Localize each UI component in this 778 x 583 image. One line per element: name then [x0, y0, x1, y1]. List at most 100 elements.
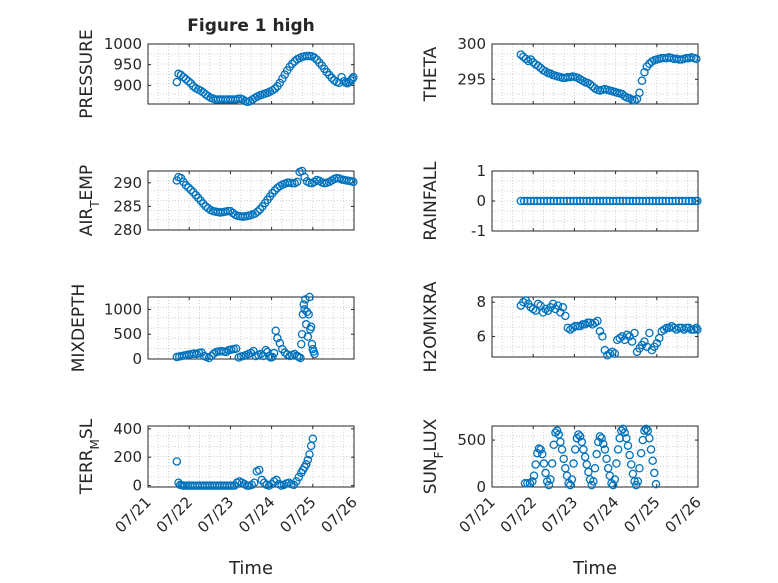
data-point — [303, 455, 313, 465]
data-point — [287, 179, 297, 188]
data-point — [627, 460, 636, 469]
data-point — [692, 323, 701, 333]
data-point — [546, 475, 555, 484]
data-point — [287, 59, 297, 69]
data-point — [519, 52, 528, 61]
data-point — [633, 477, 643, 486]
data-point — [280, 70, 290, 79]
y-tick-label: 1000 — [104, 300, 142, 318]
data-point — [557, 445, 567, 454]
data-point — [589, 477, 598, 486]
data-point — [640, 337, 649, 346]
data-point — [539, 459, 549, 468]
data-point — [687, 325, 696, 334]
data-point — [659, 325, 669, 334]
data-point — [247, 480, 257, 490]
data-point — [186, 185, 196, 195]
data-point — [602, 454, 611, 464]
data-point — [310, 53, 319, 62]
axes-box-h2omixra — [491, 296, 699, 358]
data-point — [567, 475, 577, 484]
data-point — [268, 352, 277, 362]
data-point — [349, 72, 358, 82]
data-point — [558, 303, 568, 312]
axes-box-air_temp — [147, 170, 355, 231]
panel-mixdepth: 0 500 1000 MIXDEPTH — [69, 284, 355, 373]
data-point — [349, 177, 358, 187]
data-point — [645, 328, 654, 338]
data-point — [605, 349, 615, 358]
data-point — [253, 207, 262, 216]
axes-box-theta — [491, 43, 699, 105]
data-point — [300, 305, 309, 314]
data-point — [538, 449, 547, 459]
data-point — [225, 481, 234, 490]
data-point — [337, 72, 346, 82]
data-point — [590, 463, 600, 473]
data-point — [272, 475, 281, 485]
y-tick-label: 950 — [113, 56, 142, 74]
data-point — [531, 460, 540, 469]
data-point — [692, 54, 701, 64]
data-point — [597, 433, 606, 443]
y-tick-label: 295 — [457, 70, 486, 88]
data-point — [635, 463, 644, 473]
data-point — [613, 445, 623, 454]
y-axis-label: RAINFALL — [421, 161, 441, 241]
y-tick-label: 1000 — [104, 35, 142, 53]
x-axis-label-left: Time — [228, 558, 273, 579]
y-tick-label: 300 — [457, 35, 486, 53]
y-axis-label: SUNFLUX — [421, 418, 446, 494]
data-point — [625, 450, 634, 460]
data-point — [646, 445, 656, 454]
data-point — [172, 457, 182, 466]
data-point — [301, 460, 311, 469]
data-point — [204, 353, 214, 363]
data-point — [635, 88, 644, 97]
data-point — [536, 445, 545, 454]
y-axis-label: MIXDEPTH — [69, 284, 89, 373]
y-tick-label: 1 — [476, 162, 486, 180]
data-point — [574, 430, 583, 439]
data-point — [327, 73, 337, 83]
data-point — [610, 349, 620, 358]
data-point — [570, 445, 580, 454]
data-point — [623, 441, 633, 450]
data-point — [541, 304, 550, 314]
data-point — [223, 206, 233, 216]
x-axis-label-right: Time — [572, 558, 617, 579]
data-point — [242, 481, 252, 490]
y-tick-label: 500 — [113, 325, 142, 343]
data-point — [689, 325, 699, 334]
panel-air_temp: 280 285 290 AIRTEMP — [77, 165, 358, 239]
data-point — [278, 74, 287, 84]
data-point — [296, 353, 305, 363]
data-point — [292, 477, 301, 486]
data-point — [292, 177, 302, 187]
data-point — [600, 445, 610, 454]
y-axis-label: THETA — [421, 46, 441, 102]
data-point — [651, 479, 661, 489]
data-point — [595, 327, 605, 336]
data-point — [181, 180, 191, 190]
panel-rainfall: -1 0 1 RAINFALL — [421, 161, 702, 241]
data-point — [548, 299, 558, 309]
data-point — [181, 74, 191, 84]
data-point — [637, 76, 647, 85]
data-point — [523, 478, 532, 488]
data-point — [544, 480, 554, 490]
data-point — [294, 352, 304, 362]
data-point — [521, 54, 531, 64]
data-point — [179, 72, 188, 82]
data-point — [298, 310, 308, 319]
y-tick-label: -1 — [471, 222, 486, 240]
y-tick-label: 280 — [113, 221, 142, 239]
y-tick-label: 6 — [476, 327, 486, 345]
data-point — [525, 478, 535, 488]
data-point — [269, 348, 279, 358]
data-point — [566, 480, 575, 490]
data-point — [275, 78, 285, 88]
data-point — [693, 325, 702, 334]
y-axis-label: AIRTEMP — [77, 165, 102, 236]
axes-box-mixdepth — [147, 296, 355, 360]
